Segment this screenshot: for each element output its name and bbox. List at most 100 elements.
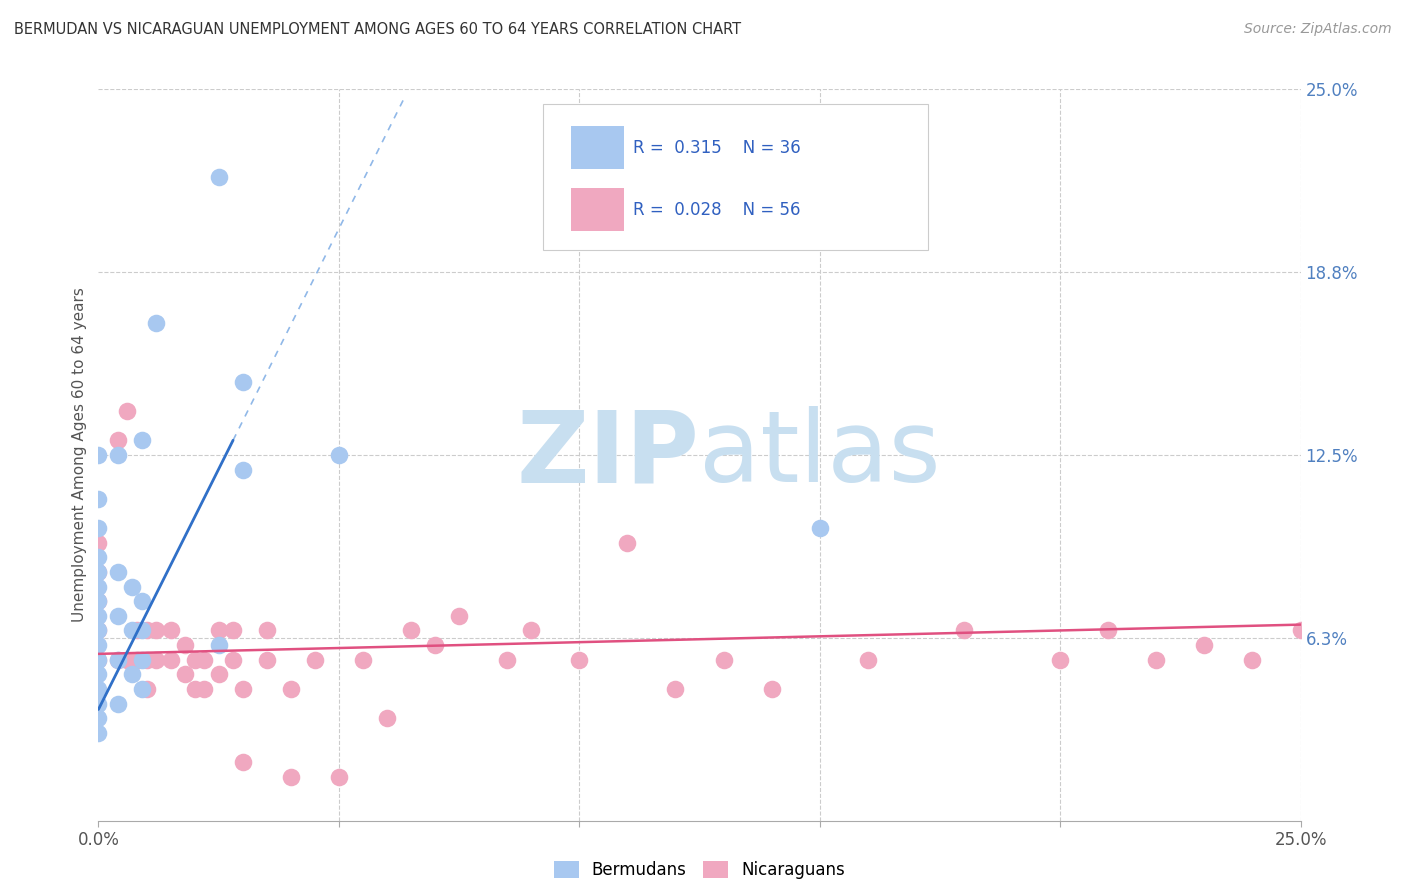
Point	[713, 653, 735, 667]
Point	[375, 711, 398, 725]
Text: atlas: atlas	[700, 407, 941, 503]
Legend: Bermudans, Nicaraguans: Bermudans, Nicaraguans	[547, 854, 852, 886]
Point	[222, 653, 245, 667]
Point	[399, 624, 422, 638]
Point	[87, 550, 110, 565]
Point	[856, 653, 879, 667]
Point	[131, 653, 153, 667]
Point	[616, 535, 638, 549]
Point	[1097, 624, 1119, 638]
Point	[328, 770, 350, 784]
Point	[183, 681, 205, 696]
Point	[121, 624, 143, 638]
Point	[87, 667, 110, 681]
Point	[232, 462, 254, 476]
Point	[145, 316, 167, 330]
Point	[174, 667, 197, 681]
FancyBboxPatch shape	[543, 103, 928, 250]
Point	[87, 594, 110, 608]
Point	[87, 711, 110, 725]
Point	[352, 653, 374, 667]
Point	[183, 653, 205, 667]
Point	[87, 521, 110, 535]
Point	[87, 608, 110, 623]
Point	[107, 653, 129, 667]
Point	[423, 638, 446, 652]
Point	[808, 521, 831, 535]
Point	[87, 491, 110, 506]
Point	[135, 681, 157, 696]
Point	[520, 624, 543, 638]
Point	[280, 770, 302, 784]
Point	[87, 580, 110, 594]
Point	[87, 624, 110, 638]
Point	[222, 624, 245, 638]
Point	[208, 624, 231, 638]
Point	[107, 434, 129, 448]
Point	[107, 653, 129, 667]
FancyBboxPatch shape	[571, 188, 624, 231]
Point	[447, 608, 470, 623]
Point	[1194, 638, 1216, 652]
Point	[232, 375, 254, 389]
Point	[1289, 624, 1312, 638]
Point	[131, 434, 153, 448]
Point	[125, 653, 148, 667]
Point	[208, 667, 231, 681]
Point	[131, 681, 153, 696]
Point	[256, 653, 278, 667]
Point	[87, 594, 110, 608]
Point	[953, 624, 976, 638]
Point	[1241, 653, 1264, 667]
Point	[87, 448, 110, 462]
Point	[193, 653, 215, 667]
Point	[87, 535, 110, 549]
Point	[87, 726, 110, 740]
Text: R =  0.028    N = 56: R = 0.028 N = 56	[633, 201, 801, 219]
Point	[107, 565, 129, 579]
Point	[117, 653, 139, 667]
Text: Source: ZipAtlas.com: Source: ZipAtlas.com	[1244, 22, 1392, 37]
Point	[135, 653, 157, 667]
Point	[131, 594, 153, 608]
Point	[664, 681, 686, 696]
Point	[1144, 653, 1167, 667]
Point	[568, 653, 591, 667]
Point	[174, 638, 197, 652]
Point	[1049, 653, 1071, 667]
Point	[232, 755, 254, 769]
Point	[232, 681, 254, 696]
Point	[117, 404, 139, 418]
Point	[87, 653, 110, 667]
Point	[87, 638, 110, 652]
FancyBboxPatch shape	[571, 126, 624, 169]
Point	[125, 624, 148, 638]
Point	[145, 624, 167, 638]
Point	[159, 624, 181, 638]
Point	[159, 653, 181, 667]
Point	[107, 608, 129, 623]
Point	[280, 681, 302, 696]
Point	[121, 667, 143, 681]
Point	[131, 624, 153, 638]
Point	[761, 681, 783, 696]
Text: ZIP: ZIP	[516, 407, 700, 503]
Point	[107, 697, 129, 711]
Text: BERMUDAN VS NICARAGUAN UNEMPLOYMENT AMONG AGES 60 TO 64 YEARS CORRELATION CHART: BERMUDAN VS NICARAGUAN UNEMPLOYMENT AMON…	[14, 22, 741, 37]
Y-axis label: Unemployment Among Ages 60 to 64 years: Unemployment Among Ages 60 to 64 years	[72, 287, 87, 623]
Point	[87, 624, 110, 638]
Point	[208, 169, 231, 184]
Point	[496, 653, 519, 667]
Point	[145, 653, 167, 667]
Point	[193, 681, 215, 696]
Point	[208, 638, 231, 652]
Text: R =  0.315    N = 36: R = 0.315 N = 36	[633, 139, 801, 157]
Point	[87, 565, 110, 579]
Point	[121, 580, 143, 594]
Point	[87, 565, 110, 579]
Point	[87, 653, 110, 667]
Point	[107, 448, 129, 462]
Point	[87, 681, 110, 696]
Point	[304, 653, 326, 667]
Point	[87, 697, 110, 711]
